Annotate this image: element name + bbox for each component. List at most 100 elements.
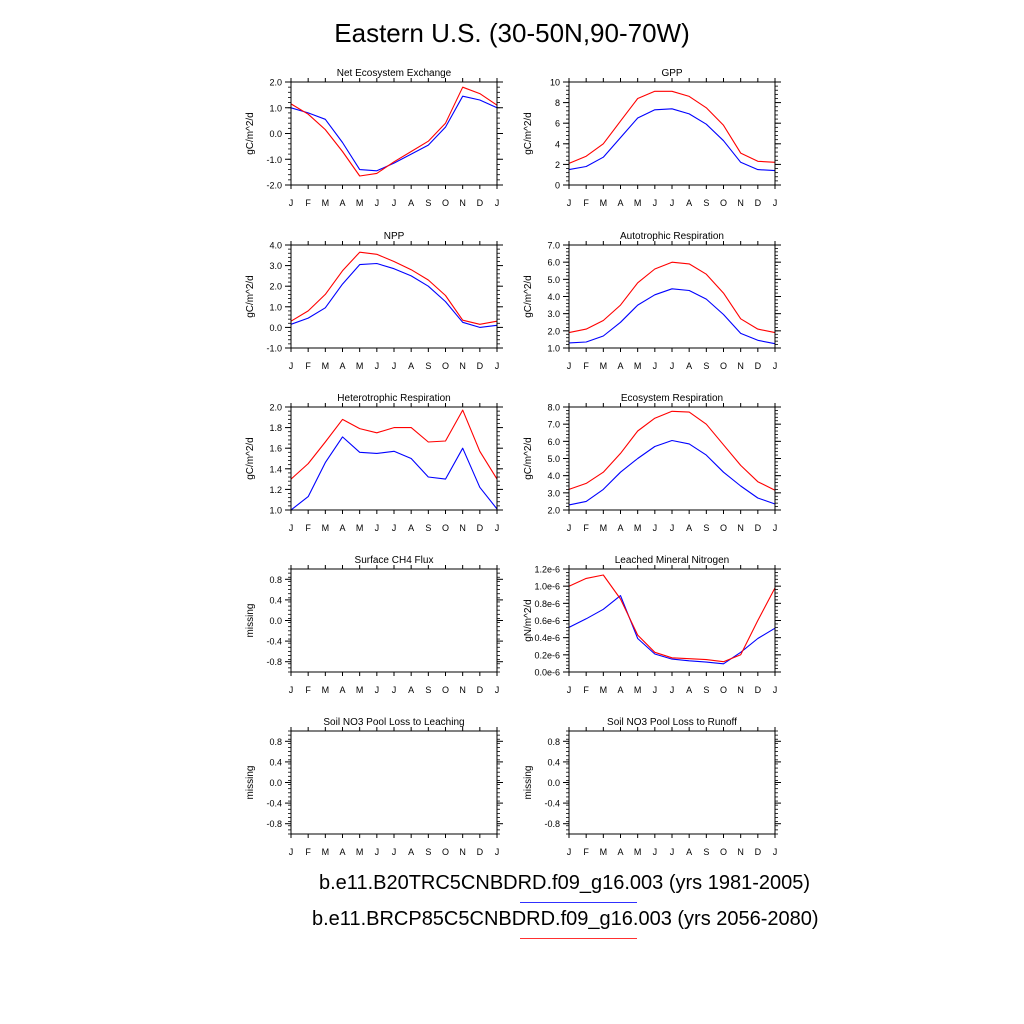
- x-tick-label: O: [442, 847, 449, 857]
- x-tick-label: D: [755, 685, 762, 695]
- x-tick-label: A: [408, 847, 414, 857]
- y-tick-label: 10: [550, 78, 560, 88]
- panel-ecosystem-respiration-series-2-line: [568, 410, 776, 491]
- x-tick-label: O: [720, 847, 727, 857]
- x-tick-label: N: [737, 847, 744, 857]
- x-tick-label: A: [617, 847, 623, 857]
- y-tick-label: -1.0: [266, 155, 282, 165]
- x-tick-label: M: [600, 361, 608, 371]
- panel-surface-ch4-flux-ylabel: missing: [245, 604, 256, 638]
- x-tick-label: F: [583, 847, 589, 857]
- x-tick-label: J: [289, 361, 294, 371]
- x-tick-label: J: [495, 361, 500, 371]
- x-tick-label: J: [773, 523, 778, 533]
- x-tick-label: D: [755, 361, 762, 371]
- x-tick-label: S: [425, 847, 431, 857]
- panel-soil-no3-pool-loss-to-leaching-frame: [290, 730, 498, 835]
- x-tick-label: O: [720, 198, 727, 208]
- x-tick-label: M: [322, 685, 330, 695]
- x-tick-label: J: [392, 361, 397, 371]
- panel-net-ecosystem-exchange-series-1-line: [290, 95, 498, 172]
- x-tick-label: S: [703, 198, 709, 208]
- x-tick-label: J: [653, 523, 658, 533]
- x-tick-label: D: [477, 198, 484, 208]
- panel-surface-ch4-flux-frame: [290, 568, 498, 673]
- y-tick-label: 0.0: [269, 616, 282, 626]
- panel-autotrophic-respiration-frame: [568, 244, 776, 349]
- x-tick-label: M: [322, 198, 330, 208]
- x-tick-label: A: [686, 361, 692, 371]
- panel-heterotrophic-respiration-series-2-line: [290, 409, 498, 480]
- panel-heterotrophic-respiration-title: Heterotrophic Respiration: [337, 393, 450, 404]
- panel-leached-mineral-nitrogen-series-1-line: [568, 595, 776, 665]
- x-tick-label: J: [653, 685, 658, 695]
- panel-autotrophic-respiration-ylabel: gC/m^2/d: [523, 275, 534, 318]
- y-tick-label: -1.0: [266, 344, 282, 354]
- x-tick-label: M: [634, 361, 642, 371]
- x-tick-label: M: [634, 198, 642, 208]
- panel-soil-no3-pool-loss-to-leaching-title: Soil NO3 Pool Loss to Leaching: [323, 717, 464, 728]
- y-tick-label: -0.4: [266, 799, 282, 809]
- y-tick-label: 2.0: [269, 282, 282, 292]
- x-tick-label: A: [617, 361, 623, 371]
- x-tick-label: S: [425, 198, 431, 208]
- y-tick-label: 4.0: [547, 292, 560, 302]
- panel-gpp-ylabel: gC/m^2/d: [523, 112, 534, 155]
- x-tick-label: J: [392, 523, 397, 533]
- x-tick-label: D: [477, 361, 484, 371]
- y-tick-label: 1.0: [269, 506, 282, 516]
- y-tick-label: 2.0: [547, 326, 560, 336]
- panel-gpp-frame: [568, 81, 776, 186]
- y-tick-label: 0.8: [269, 737, 282, 747]
- x-tick-label: N: [459, 847, 466, 857]
- y-tick-label: 0.0: [269, 778, 282, 788]
- y-tick-label: 0: [555, 181, 560, 191]
- x-tick-label: M: [322, 847, 330, 857]
- x-tick-label: M: [634, 685, 642, 695]
- x-tick-label: D: [477, 523, 484, 533]
- x-tick-label: D: [755, 523, 762, 533]
- y-tick-label: 3.0: [547, 309, 560, 319]
- x-tick-label: F: [583, 523, 589, 533]
- y-tick-label: 0.0: [269, 323, 282, 333]
- panel-autotrophic-respiration-series-2-line: [568, 261, 776, 334]
- panel-net-ecosystem-exchange-ylabel: gC/m^2/d: [245, 112, 256, 155]
- x-tick-label: A: [339, 198, 345, 208]
- x-tick-label: J: [773, 361, 778, 371]
- panel-npp-series-1-line: [290, 262, 498, 328]
- y-tick-label: 8.0: [547, 403, 560, 413]
- x-tick-label: J: [653, 361, 658, 371]
- x-tick-label: J: [375, 361, 380, 371]
- y-tick-label: 4: [555, 139, 560, 149]
- y-tick-label: 5.0: [547, 454, 560, 464]
- x-tick-label: J: [773, 198, 778, 208]
- x-tick-label: J: [392, 198, 397, 208]
- x-tick-label: A: [617, 523, 623, 533]
- panel-npp-title: NPP: [384, 231, 405, 242]
- y-tick-label: 8: [555, 98, 560, 108]
- y-tick-label: 0.4: [547, 757, 560, 767]
- x-tick-label: A: [408, 685, 414, 695]
- y-tick-label: 1.8: [269, 423, 282, 433]
- x-tick-label: A: [617, 198, 623, 208]
- panel-gpp-series-1-line: [568, 108, 776, 172]
- y-tick-label: 2: [555, 160, 560, 170]
- panel-net-ecosystem-exchange-title: Net Ecosystem Exchange: [337, 68, 452, 79]
- panel-npp-frame: [290, 244, 498, 349]
- x-tick-label: M: [356, 847, 364, 857]
- x-tick-label: F: [305, 198, 311, 208]
- x-tick-label: F: [305, 685, 311, 695]
- y-tick-label: 7.0: [547, 420, 560, 430]
- x-tick-label: F: [305, 523, 311, 533]
- y-tick-label: 0.2e-6: [534, 650, 560, 660]
- y-tick-label: 1.0e-6: [534, 582, 560, 592]
- x-tick-label: M: [600, 685, 608, 695]
- y-tick-label: 6.0: [547, 437, 560, 447]
- x-tick-label: F: [583, 685, 589, 695]
- x-tick-label: J: [670, 523, 675, 533]
- x-tick-label: S: [703, 847, 709, 857]
